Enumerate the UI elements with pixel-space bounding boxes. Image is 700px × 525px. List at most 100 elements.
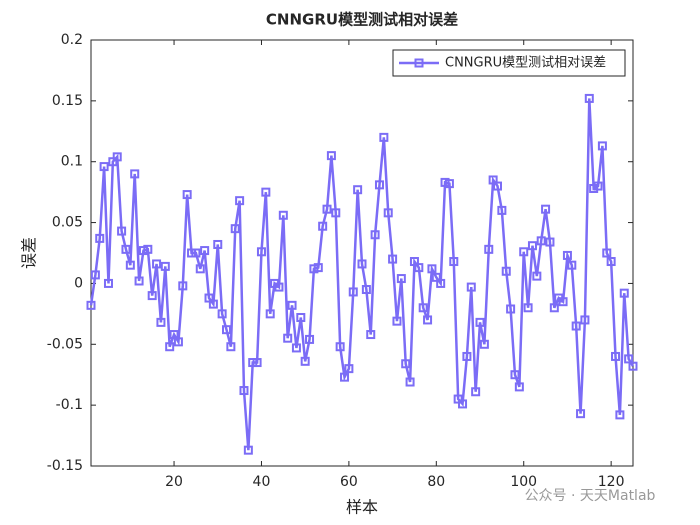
data-point — [549, 303, 559, 313]
legend-label: CNNGRU模型测试相对误差 — [445, 56, 606, 71]
data-point — [112, 152, 122, 162]
data-point — [239, 386, 249, 396]
data-point — [152, 259, 162, 269]
data-point — [466, 282, 476, 292]
x-axis-label: 样本 — [346, 498, 378, 517]
data-point — [344, 364, 354, 374]
data-point — [388, 254, 398, 264]
data-point — [562, 250, 572, 260]
data-point — [322, 204, 332, 214]
data-point — [287, 300, 297, 310]
data-point — [130, 169, 140, 179]
data-point — [103, 278, 113, 288]
data-point — [326, 151, 336, 161]
data-point — [313, 263, 323, 273]
data-point — [226, 342, 236, 352]
data-point — [396, 274, 406, 284]
x-tick-label: 60 — [340, 474, 358, 490]
data-point — [593, 181, 603, 191]
data-point — [274, 282, 284, 292]
legend-marker — [414, 58, 424, 68]
data-point — [95, 233, 105, 243]
data-point — [475, 317, 485, 327]
data-point — [536, 236, 546, 246]
data-point — [348, 287, 358, 297]
data-point — [208, 299, 218, 309]
y-axis-label: 误差 — [20, 237, 39, 269]
data-point — [143, 244, 153, 254]
data-point — [427, 264, 437, 274]
data-point — [318, 221, 328, 231]
data-point — [462, 351, 472, 361]
x-tick-label: 120 — [598, 474, 625, 490]
data-point — [222, 325, 231, 335]
data-point — [156, 317, 166, 327]
data-point — [256, 247, 266, 257]
y-tick-label: 0 — [74, 275, 83, 291]
data-point — [173, 337, 183, 347]
data-point — [545, 237, 555, 247]
data-point — [252, 358, 262, 368]
data-point — [597, 141, 607, 151]
y-tick-label: 0.05 — [52, 215, 83, 231]
data-point — [401, 359, 411, 369]
data-point — [506, 304, 516, 314]
data-point — [134, 276, 144, 286]
data-point — [370, 230, 380, 240]
data-point — [147, 291, 157, 301]
data-point — [423, 315, 433, 325]
data-point — [86, 300, 96, 310]
y-tick-label: 0.1 — [61, 154, 83, 170]
data-point — [444, 179, 454, 189]
data-point — [182, 190, 192, 200]
data-point — [353, 185, 363, 195]
data-point — [484, 244, 494, 254]
x-tick-label: 40 — [253, 474, 271, 490]
data-point — [230, 224, 240, 234]
data-point — [584, 93, 594, 103]
y-tick-label: -0.05 — [47, 336, 83, 352]
data-point — [125, 260, 135, 270]
data-point — [436, 278, 446, 288]
data-point — [340, 372, 350, 382]
data-point — [527, 241, 537, 251]
data-point — [458, 399, 468, 409]
data-point — [243, 445, 253, 455]
y-tick-label: -0.15 — [47, 458, 83, 474]
x-tick-label: 20 — [165, 474, 183, 490]
data-point — [160, 261, 170, 271]
data-point — [510, 370, 520, 380]
data-point — [418, 303, 428, 313]
data-point — [414, 263, 424, 273]
data-point — [449, 257, 459, 267]
watermark: 公众号 · 天天Matlab — [525, 488, 656, 504]
data-point — [366, 330, 376, 340]
data-point — [405, 377, 415, 387]
data-point — [571, 321, 581, 331]
data-point — [99, 162, 109, 172]
data-point — [278, 210, 288, 220]
data-point — [576, 409, 586, 419]
x-tick-label: 100 — [510, 474, 537, 490]
data-point — [305, 334, 315, 344]
data-point — [567, 260, 577, 270]
data-point — [357, 259, 367, 269]
data-point — [501, 266, 511, 276]
data-point — [379, 132, 389, 142]
data-point — [606, 257, 616, 267]
data-point — [291, 343, 301, 353]
data-point — [261, 187, 271, 197]
data-point — [558, 297, 568, 307]
data-point — [383, 208, 393, 218]
data-point — [374, 180, 384, 190]
data-point — [361, 285, 371, 295]
data-point — [532, 271, 542, 281]
data-point — [523, 303, 533, 313]
data-point — [121, 244, 131, 254]
data-point — [331, 208, 341, 218]
data-point — [493, 181, 502, 191]
y-tick-label: 0.2 — [61, 32, 83, 48]
data-point — [213, 239, 223, 249]
data-point — [217, 309, 227, 319]
